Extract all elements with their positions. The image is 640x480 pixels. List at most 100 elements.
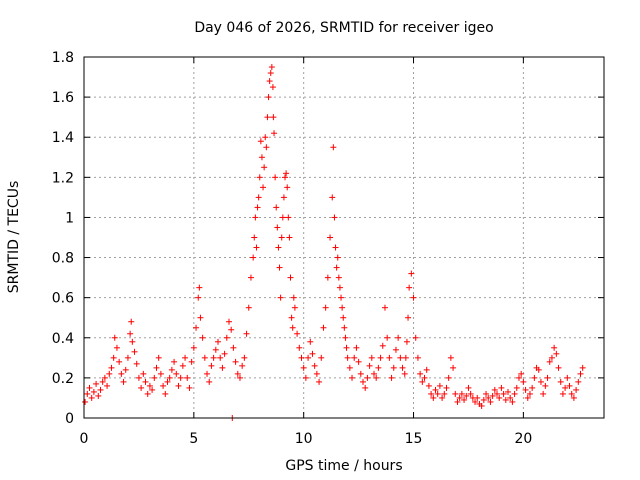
x-tick-label: 20 bbox=[514, 431, 532, 447]
data-point bbox=[412, 334, 419, 341]
data-point bbox=[322, 304, 329, 311]
data-point bbox=[542, 382, 549, 389]
data-point bbox=[461, 396, 468, 403]
data-point bbox=[353, 344, 360, 351]
data-point bbox=[410, 294, 417, 301]
data-point bbox=[564, 374, 571, 381]
data-point bbox=[108, 364, 115, 371]
data-point bbox=[215, 338, 222, 345]
data-point bbox=[257, 138, 264, 145]
data-point bbox=[282, 174, 289, 181]
data-point bbox=[241, 354, 248, 361]
data-point bbox=[498, 384, 505, 391]
data-point bbox=[577, 370, 584, 377]
data-point bbox=[234, 370, 241, 377]
data-point bbox=[491, 386, 498, 393]
data-point bbox=[146, 382, 153, 389]
data-point bbox=[331, 214, 338, 221]
data-point bbox=[357, 370, 364, 377]
data-point bbox=[162, 390, 169, 397]
data-point bbox=[104, 382, 111, 389]
data-point bbox=[472, 398, 479, 405]
data-point bbox=[280, 194, 287, 201]
data-point bbox=[379, 342, 386, 349]
data-point bbox=[419, 378, 426, 385]
data-point bbox=[260, 184, 267, 191]
data-point bbox=[254, 204, 261, 211]
data-point bbox=[447, 354, 454, 361]
data-point bbox=[392, 346, 399, 353]
data-point bbox=[247, 274, 254, 281]
data-point bbox=[336, 284, 343, 291]
data-point bbox=[133, 360, 140, 367]
data-point bbox=[208, 362, 215, 369]
data-point bbox=[443, 384, 450, 391]
data-point bbox=[307, 338, 314, 345]
data-point bbox=[124, 354, 131, 361]
data-point bbox=[373, 374, 380, 381]
data-point bbox=[263, 144, 270, 151]
data-point bbox=[106, 370, 113, 377]
data-point bbox=[346, 364, 353, 371]
data-point bbox=[324, 274, 331, 281]
y-tick-label: 1.2 bbox=[52, 170, 74, 186]
data-point bbox=[566, 382, 573, 389]
data-point bbox=[116, 358, 123, 365]
data-point bbox=[405, 314, 412, 321]
data-point bbox=[168, 366, 175, 373]
data-point bbox=[456, 394, 463, 401]
data-point bbox=[544, 374, 551, 381]
data-point bbox=[452, 390, 459, 397]
data-point bbox=[289, 324, 296, 331]
data-point bbox=[210, 354, 217, 361]
data-point bbox=[262, 134, 269, 141]
data-point bbox=[184, 374, 191, 381]
y-tick-label: 1.4 bbox=[52, 130, 74, 146]
data-point bbox=[186, 384, 193, 391]
data-point bbox=[430, 394, 437, 401]
data-point bbox=[494, 390, 501, 397]
data-point bbox=[153, 364, 160, 371]
data-point bbox=[252, 214, 259, 221]
data-point bbox=[377, 354, 384, 361]
data-point bbox=[113, 344, 120, 351]
data-point bbox=[487, 398, 494, 405]
data-point bbox=[568, 390, 575, 397]
data-point bbox=[95, 392, 102, 399]
data-point bbox=[195, 294, 202, 301]
data-point bbox=[270, 114, 277, 121]
data-point bbox=[480, 396, 487, 403]
y-tick-label: 1.8 bbox=[52, 50, 74, 66]
data-point bbox=[230, 344, 237, 351]
data-point bbox=[334, 254, 341, 261]
data-point bbox=[256, 174, 263, 181]
data-point bbox=[90, 388, 97, 395]
data-point bbox=[485, 394, 492, 401]
data-point bbox=[298, 354, 305, 361]
data-point bbox=[509, 398, 516, 405]
data-point bbox=[271, 130, 278, 137]
data-point bbox=[251, 234, 258, 241]
data-point bbox=[368, 354, 375, 361]
data-point bbox=[329, 194, 336, 201]
data-point bbox=[335, 274, 342, 281]
data-point bbox=[327, 234, 334, 241]
data-point bbox=[223, 334, 230, 341]
data-point bbox=[93, 380, 100, 387]
data-point bbox=[502, 396, 509, 403]
x-tick-label: 0 bbox=[80, 431, 89, 447]
data-point bbox=[504, 388, 511, 395]
data-point bbox=[342, 334, 349, 341]
data-point bbox=[551, 344, 558, 351]
data-point bbox=[258, 154, 265, 161]
data-point bbox=[86, 384, 93, 391]
data-point bbox=[408, 270, 415, 277]
data-point bbox=[219, 364, 226, 371]
data-point bbox=[286, 234, 293, 241]
data-point bbox=[526, 390, 533, 397]
data-point bbox=[151, 374, 158, 381]
data-point bbox=[212, 346, 219, 353]
data-point bbox=[421, 374, 428, 381]
data-point bbox=[182, 354, 189, 361]
data-point bbox=[110, 354, 117, 361]
